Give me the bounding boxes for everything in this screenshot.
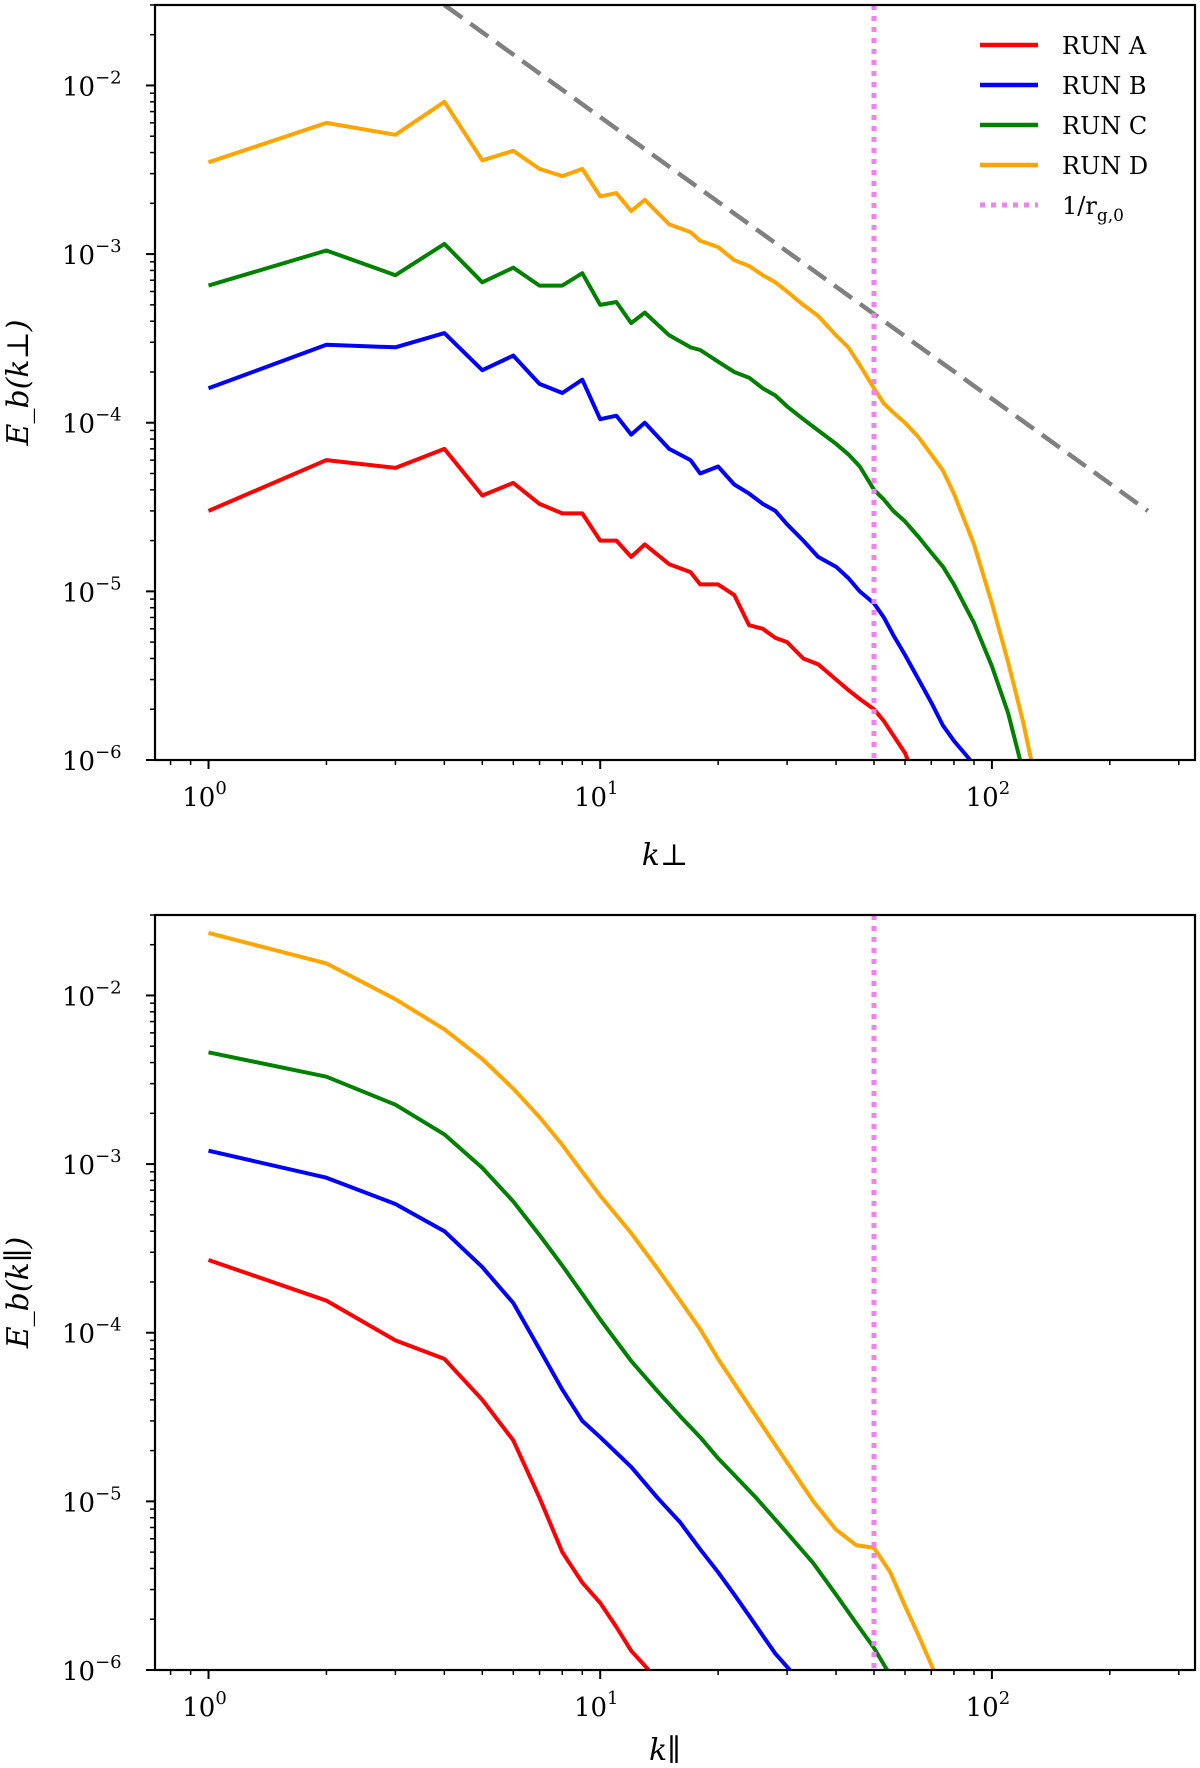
x-tick-label: 101 <box>574 1688 619 1723</box>
series-line-run-a <box>207 1258 651 1670</box>
axes-frame <box>153 913 1197 1672</box>
x-tick-label: 100 <box>182 778 227 813</box>
y-tick-label: 10−2 <box>62 977 122 1012</box>
y-tick-label: 10−5 <box>62 573 122 608</box>
y-tick-label: 10−2 <box>62 67 122 102</box>
y-tick-label: 10−4 <box>62 1315 122 1350</box>
y-axis-label: E_b(k∥) <box>1 1237 36 1350</box>
series-line-reference <box>443 5 1150 513</box>
series-line-run-c <box>207 241 1023 760</box>
axis-ticks <box>146 914 1180 1679</box>
series-line-run-d <box>207 99 1034 760</box>
legend-label-gyroradius: 1/rg,0 <box>1062 192 1124 226</box>
y-tick-label: 10−5 <box>62 1483 122 1518</box>
x-tick-label: 102 <box>966 778 1011 813</box>
legend-label-run-d: RUN D <box>1062 152 1148 180</box>
x-tick-label: 102 <box>966 1688 1011 1723</box>
series-line-run-a <box>207 446 910 760</box>
x-tick-label: 100 <box>182 1688 227 1723</box>
axis-ticks <box>146 4 1180 769</box>
legend: RUN A RUN B RUN C RUN D 1/rg,0 <box>980 32 1148 226</box>
series-line-run-d <box>207 930 936 1670</box>
legend-label-run-b: RUN B <box>1062 72 1147 100</box>
panel-k-perp: 100 101 102 10−6 10−5 10−4 10−3 10−2 k⊥ E_b(k⊥) RU… <box>1 3 1197 873</box>
x-axis-label: k⊥ <box>642 838 688 873</box>
x-tick-label: 101 <box>574 778 619 813</box>
panel-k-parallel: 100 101 102 10−6 10−5 10−4 10−3 10−2 k∥ E_b(k∥) <box>1 913 1197 1768</box>
series-line-run-c <box>208 1050 889 1670</box>
series-line-run-b <box>208 1148 792 1670</box>
legend-label-run-c: RUN C <box>1062 112 1147 140</box>
y-tick-label: 10−6 <box>62 1652 122 1687</box>
plot-area <box>207 5 1150 760</box>
y-tick-label: 10−4 <box>62 405 122 440</box>
legend-label-run-a: RUN A <box>1062 32 1147 60</box>
x-axis-label: k∥ <box>649 1733 681 1768</box>
y-tick-label: 10−3 <box>62 236 122 271</box>
series-line-run-b <box>207 331 972 760</box>
y-tick-label: 10−6 <box>62 742 122 777</box>
y-tick-label: 10−3 <box>62 1146 122 1181</box>
axes-frame <box>153 3 1197 762</box>
plot-area <box>207 915 936 1670</box>
y-axis-label: E_b(k⊥) <box>1 320 36 447</box>
